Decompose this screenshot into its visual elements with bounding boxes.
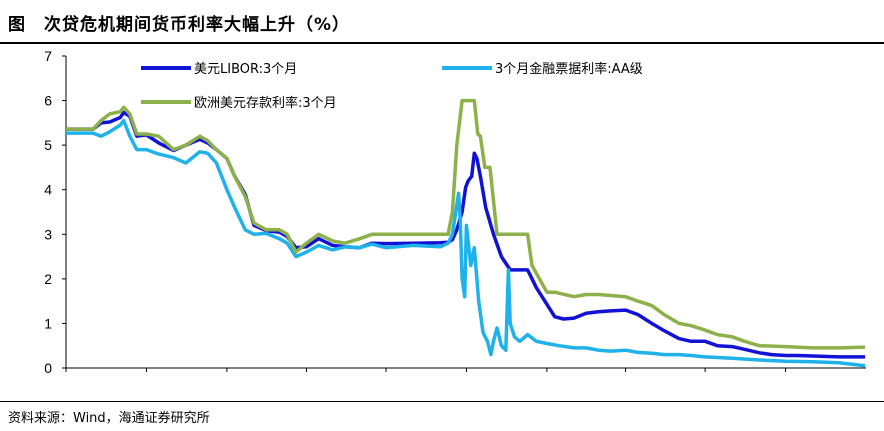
- title-rule: [0, 42, 884, 44]
- series-line-2: [66, 118, 866, 368]
- chart-title: 图 次贷危机期间货币利率大幅上升（%）: [8, 15, 351, 35]
- legend-label-2: 3个月金融票据利率:AA级: [495, 61, 643, 77]
- series-line-3: [66, 98, 866, 350]
- y-tick-label: 0: [44, 360, 52, 374]
- axes: [62, 55, 866, 372]
- legend-label-1: 美元LIBOR:3个月: [194, 62, 297, 77]
- series-lines: [66, 98, 866, 368]
- y-tick-label: 1: [44, 315, 52, 331]
- y-tick-label: 7: [44, 48, 52, 64]
- y-tick-label: 5: [44, 137, 52, 153]
- legend-label-3: 欧洲美元存款利率:3个月: [194, 95, 337, 111]
- y-tick-label: 2: [44, 271, 52, 287]
- y-tick-label: 3: [44, 226, 52, 242]
- tick-labels: 012345672007-072007-102008-012008-042008…: [44, 48, 52, 374]
- line-chart: 012345672007-072007-102008-012008-042008…: [44, 48, 866, 374]
- y-tick-label: 6: [44, 93, 52, 109]
- y-tick-label: 4: [44, 182, 52, 198]
- footer-rule: [0, 401, 884, 402]
- source-note: 资料来源：Wind，海通证券研究所: [8, 411, 210, 426]
